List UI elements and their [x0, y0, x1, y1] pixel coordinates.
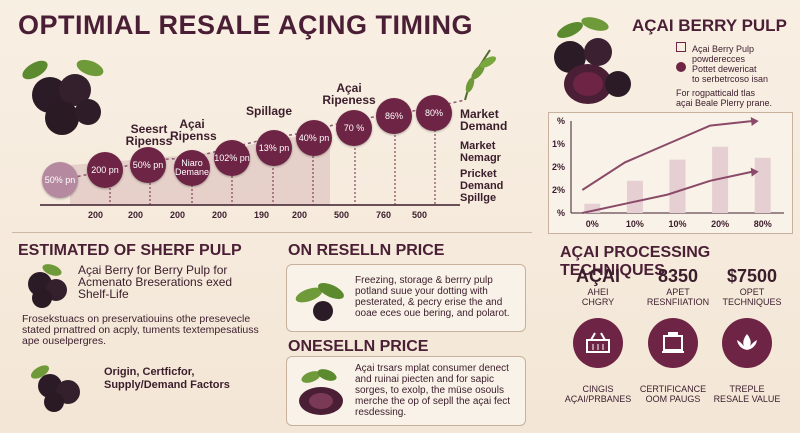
y-tick-label: 2%: [552, 185, 565, 195]
x-tick: 200: [170, 210, 186, 220]
timeline-node: 40% pn: [296, 120, 332, 156]
side-label-market: Market Nemagr: [460, 140, 501, 164]
berry-pulp-icons: [676, 42, 686, 72]
leaf-berry-icon: [295, 282, 344, 321]
chart-series-line: [582, 170, 753, 214]
blackberry-icon: [28, 264, 67, 308]
berry-pulp-line: powderecces: [692, 54, 746, 64]
chart-bar: [754, 157, 771, 213]
timeline-node: 80%: [416, 95, 452, 131]
stat-value: AÇAI: [576, 266, 620, 286]
timeline-label-sweet: Seesrt Ripenss: [125, 122, 173, 148]
stat-value: 8350: [657, 266, 699, 286]
timeline-node: Niaro Demane: [174, 150, 210, 186]
x-tick: 200: [88, 210, 104, 220]
timeline-node: 70 %: [336, 110, 372, 146]
chart-bar: [584, 203, 601, 213]
shelf-bullet: Frosekstuacs on preservatiouins othe pre…: [22, 313, 259, 347]
stat-7500: $7500 OPET TECHNIQUES: [716, 266, 788, 307]
stat-value: $7500: [726, 266, 778, 286]
chart-bar: [712, 146, 729, 213]
shelf-title: ESTIMATED OF SHERF PULP: [18, 242, 242, 259]
x-tick: 760: [376, 210, 392, 220]
x-tick: 500: [334, 210, 350, 220]
berry-pulp-line: Açai Berry Pulp: [692, 44, 755, 54]
blackberry-cluster-icon: [30, 365, 80, 412]
onesell-card: Açai trsars mplat consumer denect and ru…: [286, 356, 526, 426]
berry-pulp-line: to serbetrcoso isan: [692, 74, 769, 84]
tech-machine-icon: [648, 318, 698, 368]
x-tick: 200: [212, 210, 228, 220]
stat-caption: APET RESNFIIATION: [646, 287, 710, 307]
acai-fruit-icon: [554, 17, 631, 104]
onesell-text: Açai trsars mplat consumer denect and ru…: [355, 363, 511, 418]
growth-chart: 0% 10% 10% 20% 80%% 2% 2% 1%%: [548, 112, 793, 234]
chart-bar: [669, 159, 686, 213]
divider: [12, 232, 532, 233]
shelf-intro: Açai Berry for Berry Pulp for Acmenato B…: [78, 263, 233, 301]
timeline-node: 200 pn: [87, 152, 123, 188]
tech-label: CINGIS AÇAI/PRBANES: [564, 384, 632, 404]
timeline-node: 86%: [376, 98, 412, 134]
x-tick-label: 10%: [668, 219, 686, 229]
tech-lotus-icon: [722, 318, 772, 368]
processing-title: AÇAI PROCESSING TECHNIQUES: [560, 244, 711, 279]
checkbox-icon: [676, 42, 686, 52]
timeline-label-market: Market Demand: [460, 107, 508, 133]
timeline-node: 50% pn: [130, 147, 166, 183]
chart-svg: 0% 10% 10% 20% 80%% 2% 2% 1%%: [552, 116, 784, 229]
y-tick-label: %: [557, 208, 565, 218]
tech-basket-icon: [573, 318, 623, 368]
resell-text: Freezing, storage & berrry pulp potland …: [355, 275, 510, 319]
chart-series-line-arrow: [750, 117, 759, 126]
berry-pulp-line: For rogpatticald tlas: [676, 88, 756, 98]
y-tick-label: %: [557, 116, 565, 126]
timeline-label-acai: Açai Ripenss: [170, 117, 217, 143]
shelf-factors: Origin, Certficfor, Supply/Demand Factor…: [104, 366, 230, 391]
page-title: OPTIMIAL RESALE AÇING TIMING: [18, 10, 474, 40]
x-tick-label: 20%: [711, 219, 729, 229]
berry-pulp-line: açai Beale Plerry prane.: [676, 98, 773, 108]
x-tick-label: 10%: [626, 219, 644, 229]
acai-bowl-icon: [299, 369, 343, 415]
timeline-node: 13% pn: [256, 130, 292, 166]
x-tick-label: 80%: [754, 219, 772, 229]
stat-acai: AÇAI AHEI CHGRY: [566, 266, 630, 307]
x-tick: 200: [292, 210, 308, 220]
x-tick: 200: [128, 210, 144, 220]
timeline-label-ripeness: Açai Ripeness: [322, 81, 376, 107]
timeline: Seesrt Ripenss Açai Ripenss Spillage Aça…: [0, 40, 540, 235]
timeline-label-spillage: Spillage: [245, 104, 292, 118]
chart-bar: [626, 180, 643, 213]
berry-pulp-line: Pottet dewericat: [692, 64, 757, 74]
berries-icon: [22, 59, 104, 135]
tech-label: CERTIFICANCE OOM PAUGS: [639, 384, 707, 404]
chart-series-line-arrow: [750, 167, 759, 177]
resell-title: ON RESELLN PRICE: [288, 242, 445, 259]
y-tick-label: 1%: [552, 139, 565, 149]
chart-series-line: [581, 120, 753, 191]
berry-pulp-title: AÇAI BERRY PULP: [632, 16, 787, 35]
y-tick-label: 2%: [552, 162, 565, 172]
x-tick: 190: [254, 210, 270, 220]
side-label-pricket: Pricket Demand Spillge: [460, 168, 504, 204]
timeline-node: 102% pn: [214, 140, 250, 176]
leaf-icon: [464, 49, 497, 101]
timeline-node: 50% pn: [42, 162, 78, 198]
stat-caption: AHEI CHGRY: [581, 287, 615, 307]
berry-icon: [676, 62, 686, 72]
stat-8350: 8350 APET RESNFIIATION: [638, 266, 718, 307]
resell-card: Freezing, storage & berrry pulp potland …: [286, 264, 526, 332]
stat-caption: OPET TECHNIQUES: [722, 287, 782, 307]
onesell-title: ONESELLN PRICE: [288, 338, 429, 355]
x-tick: 500: [412, 210, 428, 220]
x-tick-label: 0%: [586, 219, 599, 229]
tech-label: TREPLE RESALE VALUE: [713, 384, 781, 404]
